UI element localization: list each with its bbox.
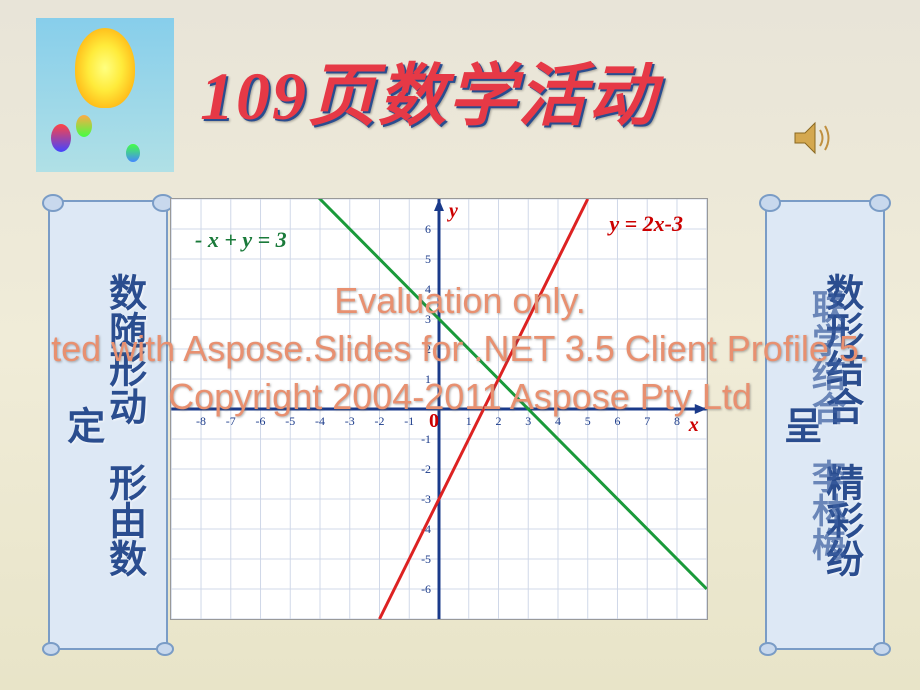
svg-text:-3: -3 (421, 492, 431, 506)
equation-label-2: y = 2x-3 (609, 211, 683, 237)
left-scroll-panel: 数随形动 形由数定 (48, 200, 168, 650)
balloon-icon (126, 144, 140, 162)
left-scroll-text: 数随形动 形由数定 (50, 202, 154, 648)
right-scroll-text-overlay: 联学结合 李林梅 (767, 202, 883, 648)
watermark-text: ted with Aspose.Slides for .NET 3.5 Clie… (0, 328, 920, 370)
svg-text:-6: -6 (421, 582, 431, 596)
right-scroll-panel: 数形结合 精彩纷呈 联学结合 李林梅 (765, 200, 885, 650)
equation-label-1: - x + y = 3 (195, 227, 287, 253)
watermark-text: Copyright 2004-2011 Aspose Pty Ltd (0, 376, 920, 418)
logo-image (36, 18, 174, 172)
speaker-icon[interactable] (790, 118, 840, 158)
svg-text:5: 5 (425, 252, 431, 266)
svg-text:y: y (447, 200, 458, 222)
watermark-text: Evaluation only. (0, 280, 920, 322)
balloon-icon (51, 124, 71, 152)
balloon-icon (76, 115, 92, 137)
page-title: 109页数学活动 (200, 40, 658, 139)
svg-text:6: 6 (425, 222, 431, 236)
svg-text:-1: -1 (421, 432, 431, 446)
svg-text:-2: -2 (421, 462, 431, 476)
svg-text:-5: -5 (421, 552, 431, 566)
lightbulb-icon (75, 28, 135, 108)
